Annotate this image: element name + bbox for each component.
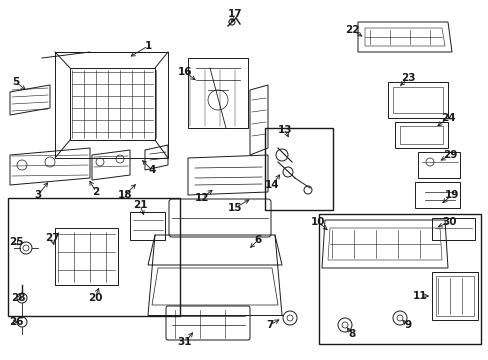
Text: 10: 10 xyxy=(310,217,325,227)
Text: 29: 29 xyxy=(442,150,456,160)
Text: 16: 16 xyxy=(177,67,192,77)
Text: 21: 21 xyxy=(132,200,147,210)
Bar xyxy=(264,128,332,210)
Text: 23: 23 xyxy=(400,73,414,83)
Text: 15: 15 xyxy=(227,203,242,213)
Text: 1: 1 xyxy=(144,41,151,51)
Text: 26: 26 xyxy=(9,317,23,327)
Text: 6: 6 xyxy=(254,235,261,245)
Text: 31: 31 xyxy=(177,337,192,347)
Text: 25: 25 xyxy=(9,237,23,247)
Text: 13: 13 xyxy=(277,125,292,135)
Text: 3: 3 xyxy=(34,190,41,200)
Text: 18: 18 xyxy=(118,190,132,200)
Text: 14: 14 xyxy=(264,180,279,190)
Text: 11: 11 xyxy=(412,291,427,301)
Text: 19: 19 xyxy=(444,190,458,200)
Text: 7: 7 xyxy=(266,320,273,330)
Text: 22: 22 xyxy=(344,25,359,35)
Text: 30: 30 xyxy=(442,217,456,227)
Text: 5: 5 xyxy=(12,77,20,87)
Bar xyxy=(8,198,180,316)
Text: 24: 24 xyxy=(440,113,454,123)
Text: 28: 28 xyxy=(11,293,25,303)
Text: 9: 9 xyxy=(404,320,411,330)
Bar xyxy=(318,214,480,344)
Text: 8: 8 xyxy=(347,329,355,339)
Text: 17: 17 xyxy=(227,9,242,19)
Text: 4: 4 xyxy=(148,165,155,175)
Text: 27: 27 xyxy=(44,233,59,243)
Text: 12: 12 xyxy=(194,193,209,203)
Text: 20: 20 xyxy=(87,293,102,303)
Text: 2: 2 xyxy=(92,187,100,197)
